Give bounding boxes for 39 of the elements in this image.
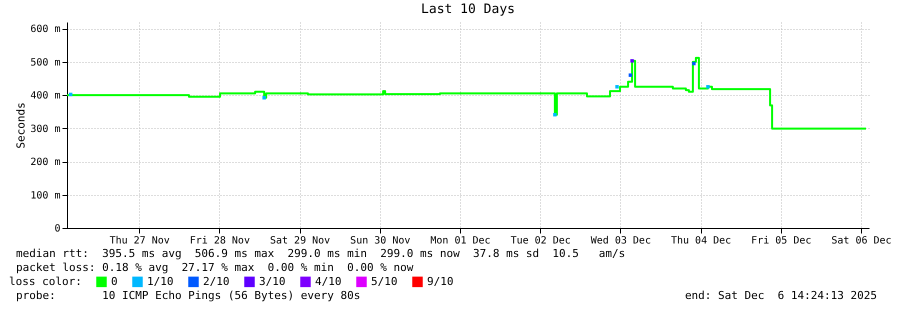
point [68, 92, 72, 96]
x-tick-label: Thu 04 Dec [670, 236, 732, 246]
y-tick-label: 600 m [30, 24, 60, 36]
point [628, 73, 632, 77]
text: end: Sat Dec 6 14:24:13 2025 [684, 289, 877, 302]
x-tick-label: Sat 29 Nov [270, 236, 330, 246]
text: median rtt: 395.5 ms avg 506.9 ms max 299.0 ms min 299.0 ms now 37.8 ms sd 10.5 am/s [16, 247, 626, 260]
x-tick-label: Fri 28 Nov [190, 236, 250, 246]
point [262, 96, 266, 100]
legend-label: 9/10 [427, 274, 454, 288]
x-tick-label: Tue 02 Dec [510, 236, 571, 246]
x-tick-label: Mon 01 Dec [430, 236, 491, 246]
legend-label: 4/10 [315, 274, 342, 288]
point [615, 85, 619, 89]
chart-title: Last 10 Days [421, 2, 515, 17]
y-tick-label: 100 m [30, 190, 60, 202]
legend-label: 5/10 [371, 274, 398, 288]
y-tick-label: 0 [54, 224, 60, 234]
legend-label: 1/10 [147, 274, 174, 288]
point [553, 112, 557, 116]
y-tick-label: 300 m [30, 124, 60, 135]
point [692, 62, 696, 66]
text: packet loss: 0.18 % avg 27.17 % max 0.00 % min 0.00 % now [16, 261, 414, 274]
legend-label: 0 [111, 274, 118, 288]
y-tick-label: 200 m [30, 157, 60, 168]
y-tick-label: 400 m [30, 90, 60, 102]
text: probe: 10 ICMP Echo Pings (56 Bytes) every 80s [16, 289, 360, 302]
x-tick-label: Sat 06 Dec [831, 236, 892, 246]
x-tick-label: Fri 05 Dec [751, 236, 812, 246]
x-tick-label: Sun 30 Nov [350, 236, 410, 246]
y-tick-label: 500 m [30, 57, 60, 68]
y-axis-title: Seconds [14, 102, 28, 149]
x-tick-label: Wed 03 Dec [590, 236, 651, 246]
legend-label: 2/10 [203, 274, 230, 288]
point [630, 59, 634, 63]
legend-label: 3/10 [259, 274, 286, 288]
x-tick-label: Thu 27 Nov [110, 236, 170, 246]
legend-title: loss color: [9, 275, 82, 288]
point [706, 85, 710, 89]
